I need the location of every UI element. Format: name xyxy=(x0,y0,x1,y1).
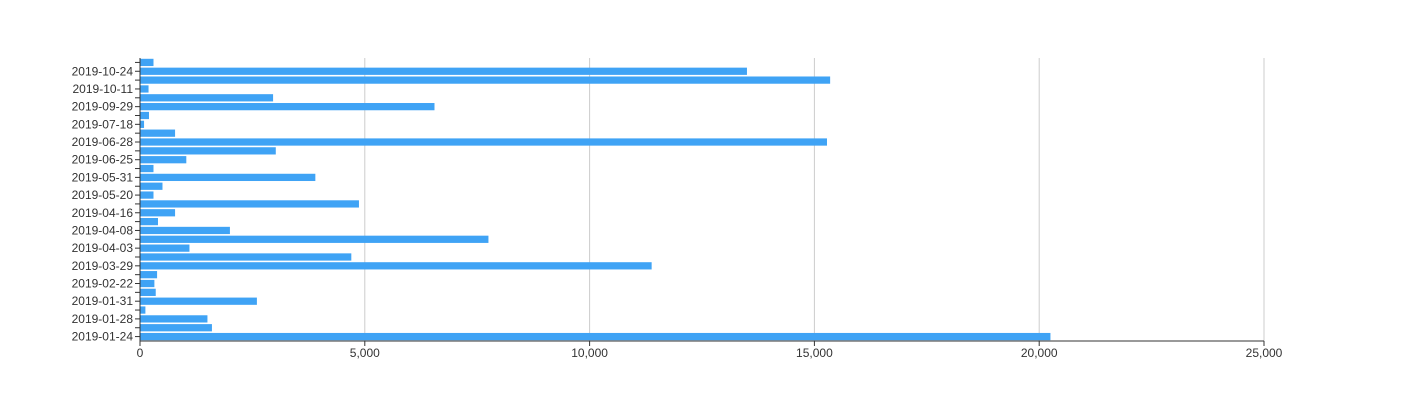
bar xyxy=(140,271,158,279)
bar xyxy=(140,76,831,84)
bar xyxy=(140,332,1051,341)
bar xyxy=(140,288,156,296)
bar xyxy=(140,297,257,305)
y-tick-label: 2019-06-25 xyxy=(72,153,134,167)
y-tick-label: 2019-10-24 xyxy=(72,64,134,78)
bar xyxy=(140,306,146,314)
bar xyxy=(140,164,154,173)
bar xyxy=(140,85,149,93)
y-tick-label: 2019-05-20 xyxy=(72,188,134,202)
x-tick-label: 0 xyxy=(137,346,144,360)
y-tick-label: 2019-06-28 xyxy=(72,135,134,149)
y-tick-label: 2019-01-28 xyxy=(72,312,134,326)
bar xyxy=(140,67,747,75)
y-tick-label: 2019-03-29 xyxy=(72,259,134,273)
bar xyxy=(140,129,176,137)
bar xyxy=(140,209,176,217)
bar xyxy=(140,156,187,164)
y-tick-label: 2019-04-16 xyxy=(72,206,134,220)
bar xyxy=(140,235,489,243)
x-tick-label: 20,000 xyxy=(1021,346,1058,360)
bar xyxy=(140,279,155,288)
bar xyxy=(140,111,149,120)
bar xyxy=(140,253,352,261)
bar xyxy=(140,226,230,235)
bar xyxy=(140,191,154,199)
y-tick-label: 2019-05-31 xyxy=(72,170,134,184)
y-tick-label: 2019-07-18 xyxy=(72,117,134,131)
x-tick-label: 5,000 xyxy=(350,346,380,360)
x-tick-label: 10,000 xyxy=(571,346,608,360)
bar xyxy=(140,58,154,67)
bar xyxy=(140,138,827,146)
x-tick-label: 25,000 xyxy=(1246,346,1283,360)
x-tick-label: 15,000 xyxy=(796,346,833,360)
bars xyxy=(140,58,1051,341)
y-tick-label: 2019-01-24 xyxy=(72,330,134,344)
bar xyxy=(140,324,212,332)
bar xyxy=(140,315,208,323)
axes: 0 5,000 10,000 15,000 20,000 25,000 2019-01-24… xyxy=(72,58,1283,360)
bar xyxy=(140,147,276,155)
bar xyxy=(140,182,163,190)
y-tick-label: 2019-04-08 xyxy=(72,223,134,237)
bar xyxy=(140,217,158,226)
bar xyxy=(140,120,145,128)
bar xyxy=(140,173,316,182)
bar xyxy=(140,262,652,270)
bar xyxy=(140,244,190,252)
y-tick-label: 2019-02-22 xyxy=(72,277,134,291)
bar xyxy=(140,94,274,102)
grid-lines xyxy=(364,58,1265,341)
y-tick-label: 2019-01-31 xyxy=(72,294,134,308)
y-tick-label: 2019-10-11 xyxy=(73,82,134,96)
bar xyxy=(140,103,435,111)
y-tick-label: 2019-09-29 xyxy=(72,100,134,114)
y-tick-label: 2019-04-03 xyxy=(72,241,134,255)
bar xyxy=(140,200,359,208)
